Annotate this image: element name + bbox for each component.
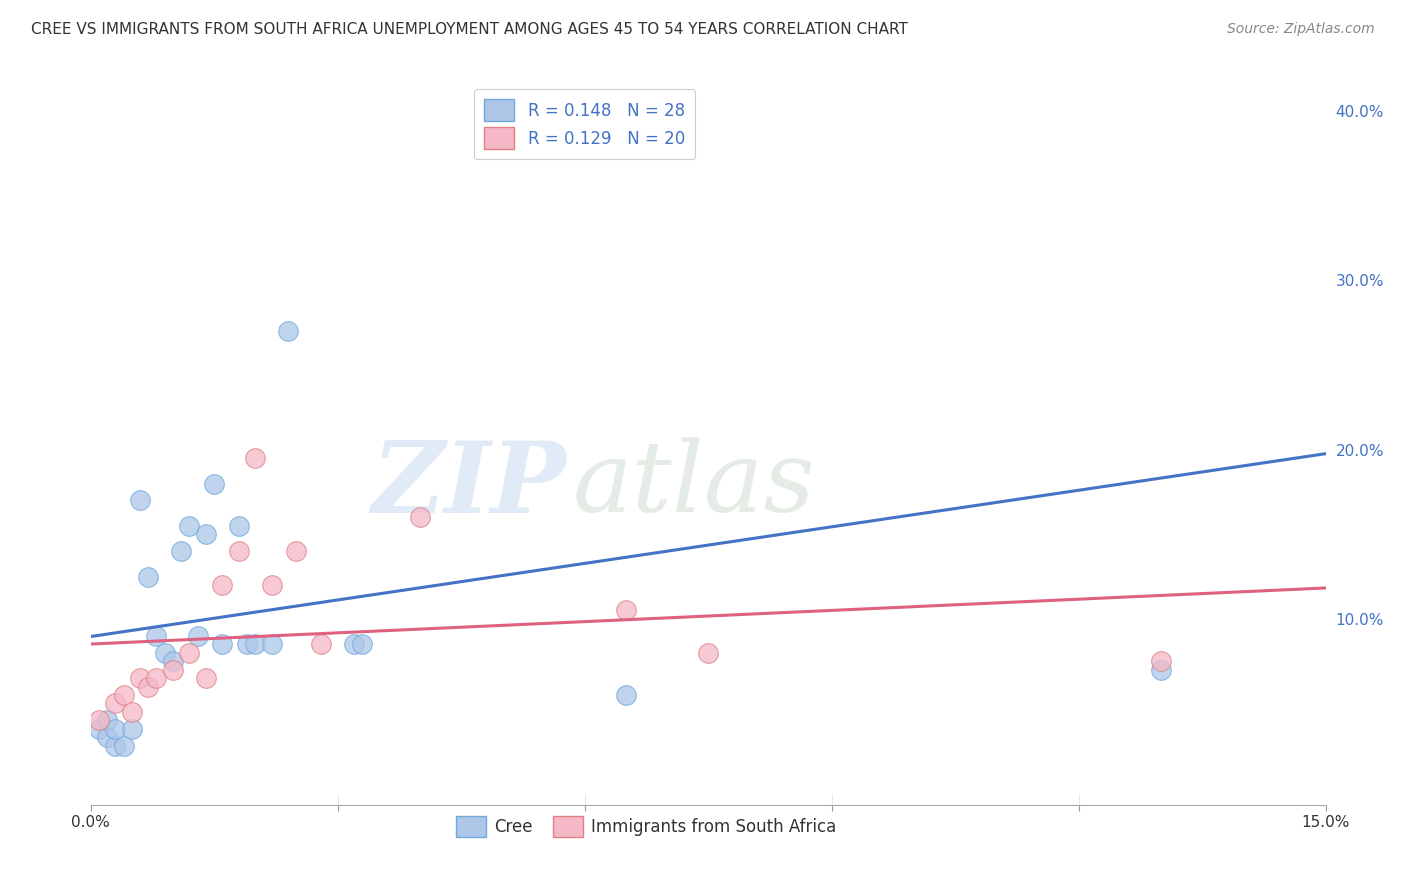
Text: Source: ZipAtlas.com: Source: ZipAtlas.com: [1227, 22, 1375, 37]
Point: [179, 646, 201, 660]
Point: [87, 722, 110, 736]
Point: [614, 603, 637, 617]
Point: [96, 731, 118, 745]
Point: [112, 688, 135, 702]
Point: [352, 637, 374, 651]
Point: [162, 654, 184, 668]
Point: [136, 569, 159, 583]
Point: [309, 637, 332, 651]
Point: [104, 739, 127, 753]
Point: [162, 663, 184, 677]
Point: [104, 722, 127, 736]
Point: [1150, 663, 1173, 677]
Point: [285, 544, 308, 558]
Point: [640, 138, 662, 153]
Point: [129, 493, 152, 508]
Point: [145, 671, 167, 685]
Point: [87, 714, 110, 728]
Point: [245, 637, 267, 651]
Point: [136, 680, 159, 694]
Point: [104, 697, 127, 711]
Point: [697, 646, 720, 660]
Point: [1150, 654, 1173, 668]
Text: atlas: atlas: [572, 437, 815, 533]
Point: [211, 637, 233, 651]
Legend: Cree, Immigrants from South Africa: Cree, Immigrants from South Africa: [450, 809, 844, 844]
Point: [228, 518, 250, 533]
Point: [145, 629, 167, 643]
Point: [194, 671, 217, 685]
Point: [211, 578, 233, 592]
Point: [245, 451, 267, 466]
Point: [121, 722, 143, 736]
Point: [129, 671, 152, 685]
Point: [121, 705, 143, 719]
Text: CREE VS IMMIGRANTS FROM SOUTH AFRICA UNEMPLOYMENT AMONG AGES 45 TO 54 YEARS CORR: CREE VS IMMIGRANTS FROM SOUTH AFRICA UNE…: [31, 22, 908, 37]
Point: [343, 637, 366, 651]
Point: [202, 476, 225, 491]
Point: [260, 578, 283, 592]
Point: [260, 637, 283, 651]
Point: [277, 324, 299, 338]
Point: [153, 646, 176, 660]
Point: [409, 510, 432, 524]
Text: ZIP: ZIP: [371, 436, 567, 533]
Point: [96, 714, 118, 728]
Point: [236, 637, 259, 651]
Point: [112, 739, 135, 753]
Point: [187, 629, 209, 643]
Point: [170, 544, 193, 558]
Point: [228, 544, 250, 558]
Point: [194, 527, 217, 541]
Point: [614, 688, 637, 702]
Point: [179, 518, 201, 533]
